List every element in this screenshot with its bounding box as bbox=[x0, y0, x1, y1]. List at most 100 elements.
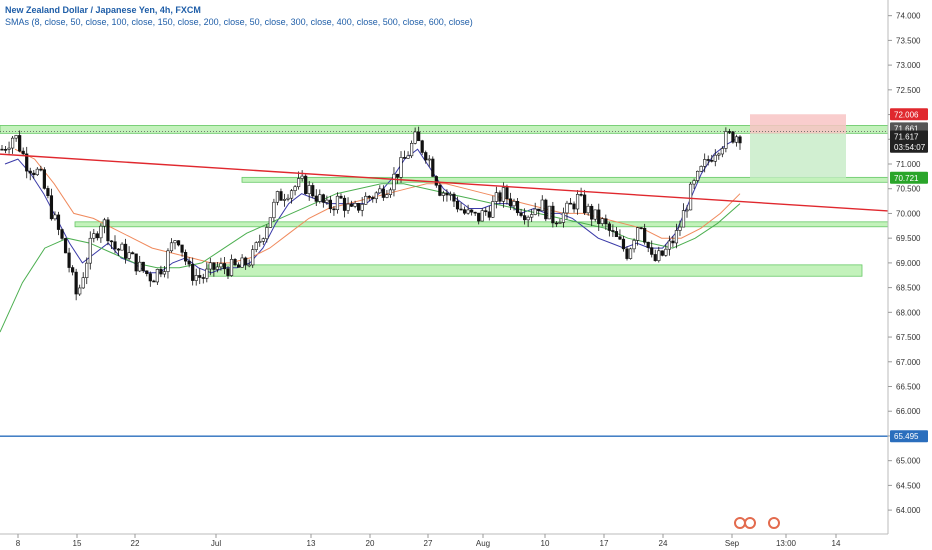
candle-body bbox=[586, 205, 590, 214]
candle-body bbox=[681, 210, 686, 228]
candle-body bbox=[346, 203, 350, 211]
candle-body bbox=[88, 237, 92, 264]
drawn-lines[interactable] bbox=[0, 153, 889, 437]
candle-body bbox=[378, 188, 382, 194]
candle-body bbox=[314, 195, 318, 202]
candle-body bbox=[194, 275, 198, 281]
candle-body bbox=[491, 201, 495, 218]
candle-body bbox=[81, 277, 85, 289]
candle-body bbox=[392, 173, 396, 191]
candle-body bbox=[63, 238, 68, 254]
candle-body bbox=[614, 231, 619, 238]
x-tick-label: Sep bbox=[725, 539, 740, 548]
price-label-badge bbox=[890, 140, 928, 153]
event-icons[interactable] bbox=[734, 517, 780, 529]
candle-body bbox=[191, 263, 195, 281]
x-tick-label: 13 bbox=[307, 539, 316, 548]
short-position-tool[interactable] bbox=[0, 114, 888, 178]
candle-body bbox=[427, 158, 431, 161]
price-label-badge bbox=[890, 108, 928, 121]
zone-box[interactable] bbox=[207, 264, 863, 277]
candle-body bbox=[166, 250, 170, 272]
candle-body bbox=[494, 192, 498, 202]
candle-body bbox=[215, 266, 219, 270]
candle-body bbox=[621, 238, 626, 250]
candle-body bbox=[279, 191, 283, 201]
candle-body bbox=[113, 241, 117, 250]
candle-body bbox=[307, 185, 311, 194]
time-axis[interactable]: 8 15 22 Jul 13 20 27 Aug 10 17 24 Sep 13:00 14 bbox=[16, 534, 841, 548]
candle-body bbox=[28, 170, 32, 174]
trendline[interactable] bbox=[0, 153, 889, 212]
x-tick-label: 13:00 bbox=[776, 539, 797, 548]
event-icon[interactable] bbox=[734, 517, 746, 529]
candle-body bbox=[597, 209, 601, 224]
candle-body bbox=[49, 195, 54, 220]
candle-body bbox=[734, 136, 739, 143]
candle-body bbox=[102, 219, 107, 227]
y-tick-label: 70.000 bbox=[896, 209, 921, 218]
candle-body bbox=[646, 241, 650, 248]
candle-body bbox=[395, 173, 400, 178]
candle-body bbox=[109, 240, 114, 243]
candle-body bbox=[523, 215, 527, 221]
sma-mid-line bbox=[14, 148, 741, 264]
candle-body bbox=[600, 218, 604, 224]
x-tick-label: 22 bbox=[131, 539, 140, 548]
candle-body bbox=[159, 269, 163, 275]
candle-body bbox=[78, 287, 82, 295]
x-tick-label: 14 bbox=[832, 539, 841, 548]
candle-body bbox=[420, 140, 424, 153]
candle-body bbox=[402, 157, 407, 159]
y-tick-label: 66.000 bbox=[896, 407, 921, 416]
candle-body bbox=[95, 233, 99, 239]
price-axis[interactable]: 74.50074.00073.50073.00072.50072.00071.5… bbox=[888, 0, 921, 515]
candle-body bbox=[371, 197, 375, 200]
event-icon[interactable] bbox=[768, 517, 780, 529]
candle-body bbox=[318, 194, 322, 202]
candle-body bbox=[720, 148, 724, 155]
candle-body bbox=[173, 240, 177, 244]
candle-body bbox=[515, 201, 520, 214]
x-tick-label: 8 bbox=[16, 539, 21, 548]
stop-loss-area[interactable] bbox=[750, 114, 846, 134]
zone-box[interactable] bbox=[74, 221, 889, 228]
candle-body bbox=[353, 203, 357, 207]
candle-body bbox=[643, 227, 647, 243]
candle-body bbox=[484, 210, 488, 213]
zone-box[interactable] bbox=[241, 176, 889, 183]
candle-body bbox=[565, 202, 569, 214]
price-label-text: 72.006 bbox=[894, 110, 919, 119]
candle-body bbox=[579, 194, 583, 196]
candle-body bbox=[724, 131, 728, 149]
candle-body bbox=[328, 199, 332, 210]
candle-body bbox=[424, 152, 428, 161]
y-tick-label: 71.000 bbox=[896, 160, 921, 169]
candle-body bbox=[558, 222, 562, 224]
x-tick-label: 24 bbox=[659, 539, 668, 548]
candle-body bbox=[512, 201, 516, 207]
candle-body bbox=[332, 208, 336, 211]
candle-body bbox=[254, 242, 258, 250]
candle-body bbox=[438, 184, 442, 196]
candle-body bbox=[508, 198, 513, 207]
candle-body bbox=[261, 238, 265, 242]
candle-body bbox=[462, 209, 467, 214]
candle-body bbox=[53, 214, 57, 220]
candle-body bbox=[46, 188, 50, 196]
candle-body bbox=[258, 241, 262, 243]
candle-body bbox=[180, 244, 184, 253]
candle-body bbox=[699, 166, 703, 172]
take-profit-area[interactable] bbox=[750, 133, 846, 178]
candle-body bbox=[551, 205, 555, 224]
candle-body bbox=[731, 131, 735, 143]
candle-body bbox=[219, 263, 223, 268]
candle-body bbox=[205, 268, 209, 279]
candle-body bbox=[162, 271, 167, 275]
x-tick-label: 10 bbox=[541, 539, 550, 548]
candle-body bbox=[7, 147, 11, 150]
candle-body bbox=[388, 189, 393, 195]
event-icon[interactable] bbox=[744, 517, 756, 529]
price-label-badge bbox=[890, 130, 928, 143]
